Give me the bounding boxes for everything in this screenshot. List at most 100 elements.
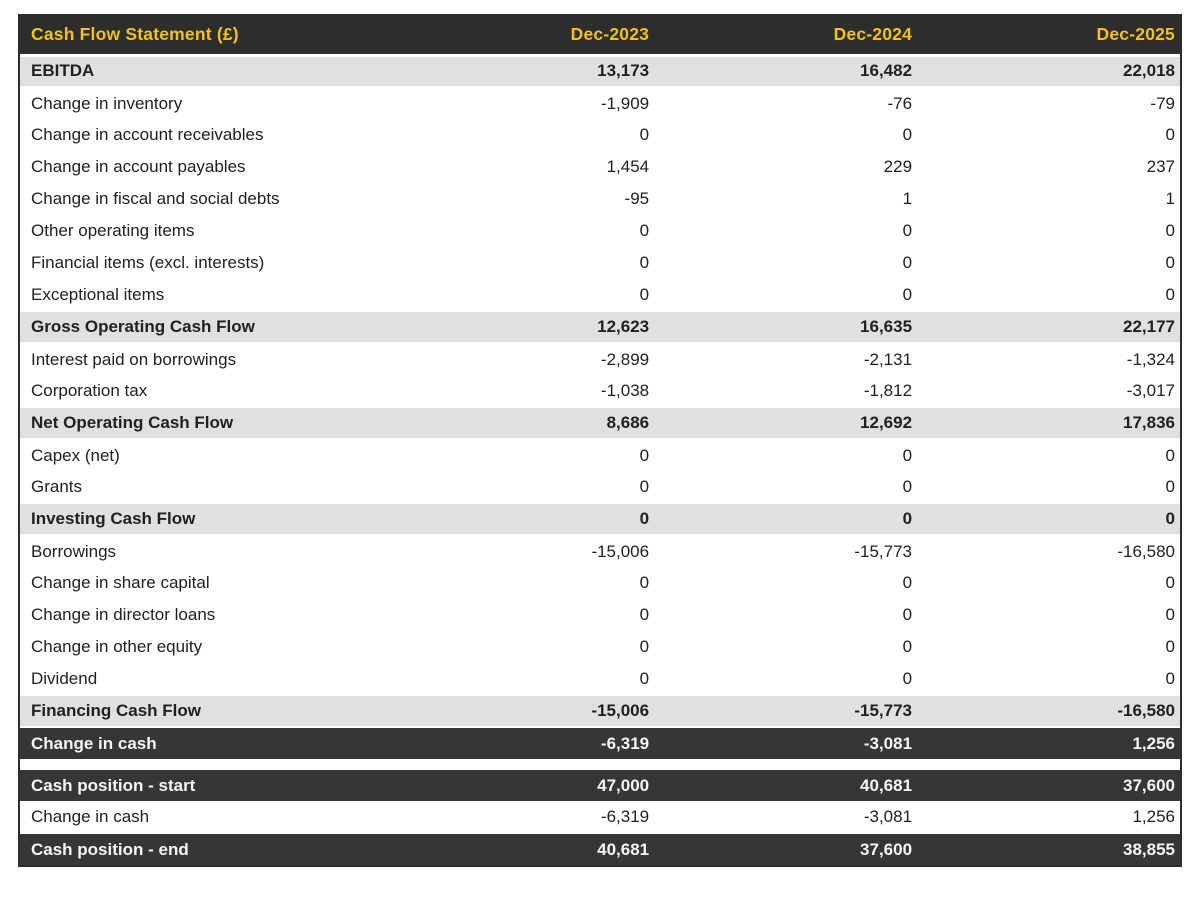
row-label: Financial items (excl. interests) (20, 247, 392, 279)
row-label: Change in cash (20, 726, 392, 759)
cell-value: 0 (391, 439, 655, 471)
table-row: Financial items (excl. interests) 0 0 0 (20, 247, 1180, 279)
cell-value: 16,482 (654, 54, 918, 88)
cell-value: 0 (391, 599, 655, 631)
column-header-dec-2025: Dec-2025 (917, 16, 1180, 57)
row-label: Change in fiscal and social debts (20, 183, 392, 215)
cell-value: 12,623 (391, 310, 655, 344)
cell-value: 1,256 (917, 726, 1180, 759)
row-label: Change in account payables (20, 151, 392, 183)
cell-value: 0 (917, 119, 1180, 151)
cell-value: 0 (654, 247, 918, 279)
cell-value: 0 (391, 119, 655, 151)
cell-value: 47,000 (391, 768, 655, 801)
table-row: EBITDA 13,173 16,482 22,018 (20, 54, 1180, 88)
cell-value: 237 (917, 151, 1180, 183)
cell-value: 0 (391, 247, 655, 279)
table-row: Change in director loans 0 0 0 (20, 599, 1180, 631)
cell-value: 0 (391, 502, 655, 536)
table-row: Dividend 0 0 0 (20, 663, 1180, 695)
table-row: Other operating items 0 0 0 (20, 215, 1180, 247)
table-row: Borrowings -15,006 -15,773 -16,580 (20, 535, 1180, 567)
cell-value: -2,131 (654, 343, 918, 375)
row-label: Net Operating Cash Flow (20, 406, 392, 440)
cell-value: -1,909 (391, 87, 655, 119)
cell-value: -3,081 (654, 801, 918, 833)
cell-value: 0 (917, 471, 1180, 503)
table-row: Change in account payables 1,454 229 237 (20, 151, 1180, 183)
row-label: Financing Cash Flow (20, 694, 392, 728)
table-body: EBITDA 13,173 16,482 22,018 Change in invent… (20, 54, 1180, 865)
row-label: Gross Operating Cash Flow (20, 310, 392, 344)
column-header-dec-2023: Dec-2023 (391, 16, 655, 57)
table-row: Interest paid on borrowings -2,899 -2,131-… (20, 343, 1180, 375)
cell-value: -3,081 (654, 726, 918, 759)
cell-value: 0 (654, 215, 918, 247)
cell-value: 22,018 (917, 54, 1180, 88)
table-row: Change in account receivables 0 0 0 (20, 119, 1180, 151)
row-label: Change in cash (20, 801, 392, 833)
cell-value: 40,681 (654, 768, 918, 801)
cell-value: 0 (917, 439, 1180, 471)
cell-value: -16,580 (917, 535, 1180, 567)
table-title: Cash Flow Statement (£) (20, 16, 392, 57)
cell-value: -1,324 (917, 343, 1180, 375)
cell-value: 8,686 (391, 406, 655, 440)
table-row: Net Operating Cash Flow 8,686 12,692 17,836 (20, 406, 1180, 440)
table-row: Cash position - end 40,681 37,600 38,855 (20, 832, 1180, 865)
cell-value: 37,600 (654, 832, 918, 865)
row-label: Change in inventory (20, 87, 392, 119)
spacer-row (20, 759, 1180, 769)
row-label: Capex (net) (20, 439, 392, 471)
row-label: Cash position - start (20, 768, 392, 801)
cell-value: 0 (391, 631, 655, 663)
cell-value: 0 (654, 663, 918, 695)
row-label: Borrowings (20, 535, 392, 567)
table-row: Cash position - start 47,000 40,681 37,600 (20, 768, 1180, 801)
row-label: Change in account receivables (20, 119, 392, 151)
table-row: Change in fiscal and social debts -95 1 1 (20, 183, 1180, 215)
table-row: Capex (net) 0 0 0 (20, 439, 1180, 471)
cell-value: 0 (391, 663, 655, 695)
cell-value: 0 (654, 471, 918, 503)
row-label: Grants (20, 471, 392, 503)
cell-value: -3,017 (917, 375, 1180, 407)
cell-value: 229 (654, 151, 918, 183)
cell-value: 17,836 (917, 406, 1180, 440)
row-label: EBITDA (20, 54, 392, 88)
cell-value: 40,681 (391, 832, 655, 865)
row-label: Exceptional items (20, 279, 392, 311)
cell-value: 0 (917, 663, 1180, 695)
cell-value: -15,773 (654, 535, 918, 567)
cell-value: -1,038 (391, 375, 655, 407)
cell-value: 0 (391, 215, 655, 247)
cell-value: -6,319 (391, 801, 655, 833)
table-row: Change in share capital 0 0 0 (20, 567, 1180, 599)
cell-value: 0 (654, 279, 918, 311)
table-row: Grants 0 0 0 (20, 471, 1180, 503)
cell-value: 0 (917, 247, 1180, 279)
cell-value: 22,177 (917, 310, 1180, 344)
row-label: Change in share capital (20, 567, 392, 599)
table-row: Change in cash -6,319 -3,081 1,256 (20, 801, 1180, 833)
cell-value: 1,454 (391, 151, 655, 183)
cell-value: 38,855 (917, 832, 1180, 865)
cell-value: 0 (654, 631, 918, 663)
cash-flow-table: Cash Flow Statement (£) Dec-2023 Dec-202… (20, 16, 1180, 865)
cell-value: 0 (917, 567, 1180, 599)
cell-value: 0 (917, 502, 1180, 536)
row-label: Interest paid on borrowings (20, 343, 392, 375)
cell-value: 37,600 (917, 768, 1180, 801)
row-label: Change in other equity (20, 631, 392, 663)
row-label: Investing Cash Flow (20, 502, 392, 536)
table-row: Financing Cash Flow -15,006 -15,773 -16,580 (20, 694, 1180, 728)
cell-value: 0 (917, 215, 1180, 247)
row-label: Change in director loans (20, 599, 392, 631)
cell-value: 0 (654, 502, 918, 536)
cell-value: 0 (391, 279, 655, 311)
row-label: Corporation tax (20, 375, 392, 407)
row-label: Cash position - end (20, 832, 392, 865)
cell-value: -15,006 (391, 535, 655, 567)
cell-value: 1 (917, 183, 1180, 215)
table-row: Gross Operating Cash Flow 12,623 16,635 22,… (20, 310, 1180, 344)
